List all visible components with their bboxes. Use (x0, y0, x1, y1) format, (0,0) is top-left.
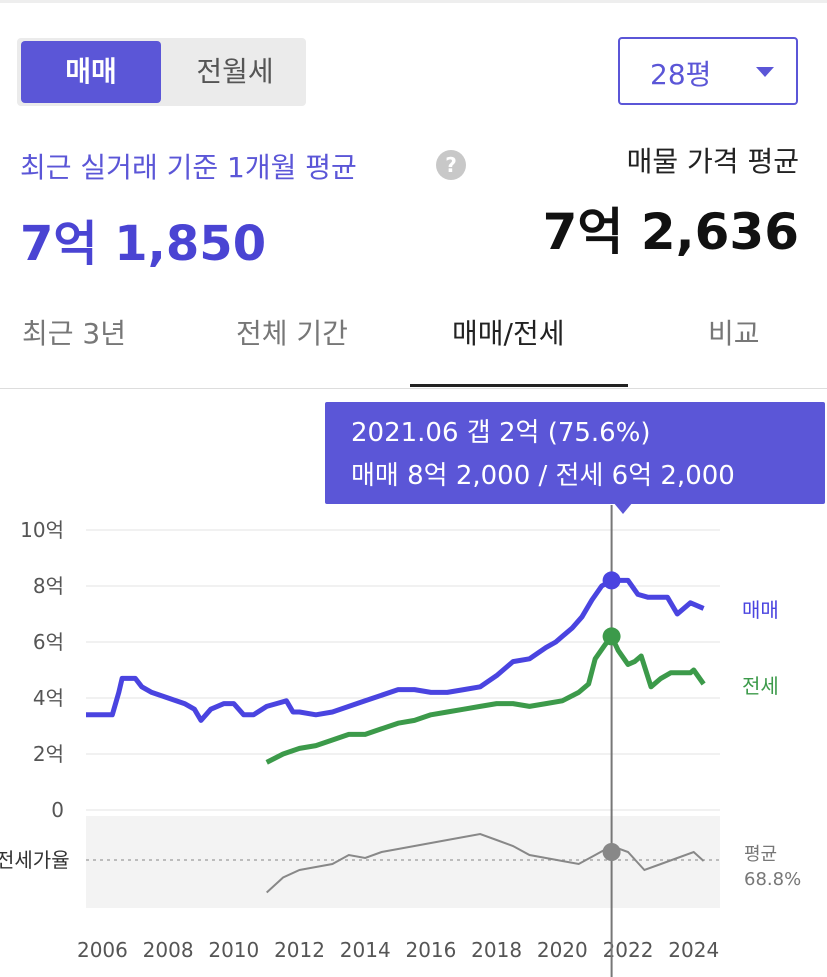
x-tick-label: 2022 (603, 938, 654, 962)
y-tick-label: 6억 (33, 630, 64, 654)
chart-tooltip: 2021.06 갭 2억 (75.6%) 매매 8억 2,000 / 전세 6억… (325, 402, 825, 514)
legend-sale: 매매 (742, 598, 779, 622)
x-tick-label: 2024 (668, 938, 719, 962)
jeonse-marker (602, 627, 621, 646)
x-tick-label: 2016 (405, 938, 456, 962)
tooltip-gap-line: 2021.06 갭 2억 (75.6%) (351, 418, 651, 448)
sale-tab-button[interactable]: 매매 (21, 41, 161, 103)
chart-markers (602, 571, 621, 861)
tab-sale-jeonse[interactable]: 매매/전세 (452, 317, 565, 350)
x-tick-label: 2006 (77, 938, 128, 962)
recent-average-price: 7억 1,850 (20, 216, 267, 272)
x-axis-ticks: 2006 2008 2010 2012 2014 2016 2018 2020 2022 2024 (77, 938, 719, 962)
period-tabs: 최근 3년 전체 기간 매매/전세 비교 (0, 300, 827, 389)
jeonse-series-line (265, 633, 706, 765)
y-axis-ticks: 10억 8억 6억 4억 2억 0 (20, 518, 64, 822)
recent-average-label: 최근 실거래 기준 1개월 평균 (20, 151, 357, 184)
y-tick-label: 10억 (20, 518, 64, 542)
price-chart[interactable]: 10억 8억 6억 4억 2억 0 2006 2008 2010 2012 2014 2016 201… (0, 505, 827, 977)
chevron-down-icon (756, 67, 774, 77)
rent-tab-button[interactable]: 전월세 (196, 55, 274, 88)
tab-all-period[interactable]: 전체 기간 (236, 317, 348, 350)
tooltip-arrow (613, 502, 633, 514)
ratio-series-line (266, 832, 705, 894)
x-tick-label: 2012 (274, 938, 325, 962)
y-tick-label: 0 (51, 798, 64, 822)
y-tick-label: 2억 (33, 742, 64, 766)
listing-average-label: 매물 가격 평균 (626, 145, 799, 178)
ratio-average-label: 평균 (744, 844, 777, 865)
ratio-panel-bg (86, 816, 720, 908)
legend-jeonse: 전세 (742, 674, 779, 698)
x-tick-label: 2020 (537, 938, 588, 962)
area-select-value: 28평 (650, 58, 712, 91)
tab-compare[interactable]: 비교 (708, 317, 760, 350)
listing-average-price: 7억 2,636 (542, 203, 799, 261)
x-tick-label: 2008 (143, 938, 194, 962)
top-divider (0, 0, 827, 3)
active-tab-indicator (410, 384, 628, 387)
x-tick-label: 2018 (471, 938, 522, 962)
y-tick-label: 8억 (33, 574, 64, 598)
x-tick-label: 2010 (208, 938, 259, 962)
tooltip-price-line: 매매 8억 2,000 / 전세 6억 2,000 (351, 461, 735, 491)
x-tick-label: 2014 (340, 938, 391, 962)
y-tick-label: 4억 (33, 686, 64, 710)
tab-recent-3y[interactable]: 최근 3년 (22, 317, 126, 350)
area-select[interactable]: 28평 (618, 37, 798, 105)
chart-grid (86, 529, 720, 811)
ratio-marker (602, 843, 621, 861)
ratio-average-value: 68.8% (744, 869, 801, 890)
trade-type-toggle: 매매 전월세 (17, 38, 306, 106)
sale-marker (602, 571, 621, 590)
help-icon[interactable]: ? (436, 150, 466, 180)
ratio-label: 전세가율 (0, 848, 70, 872)
